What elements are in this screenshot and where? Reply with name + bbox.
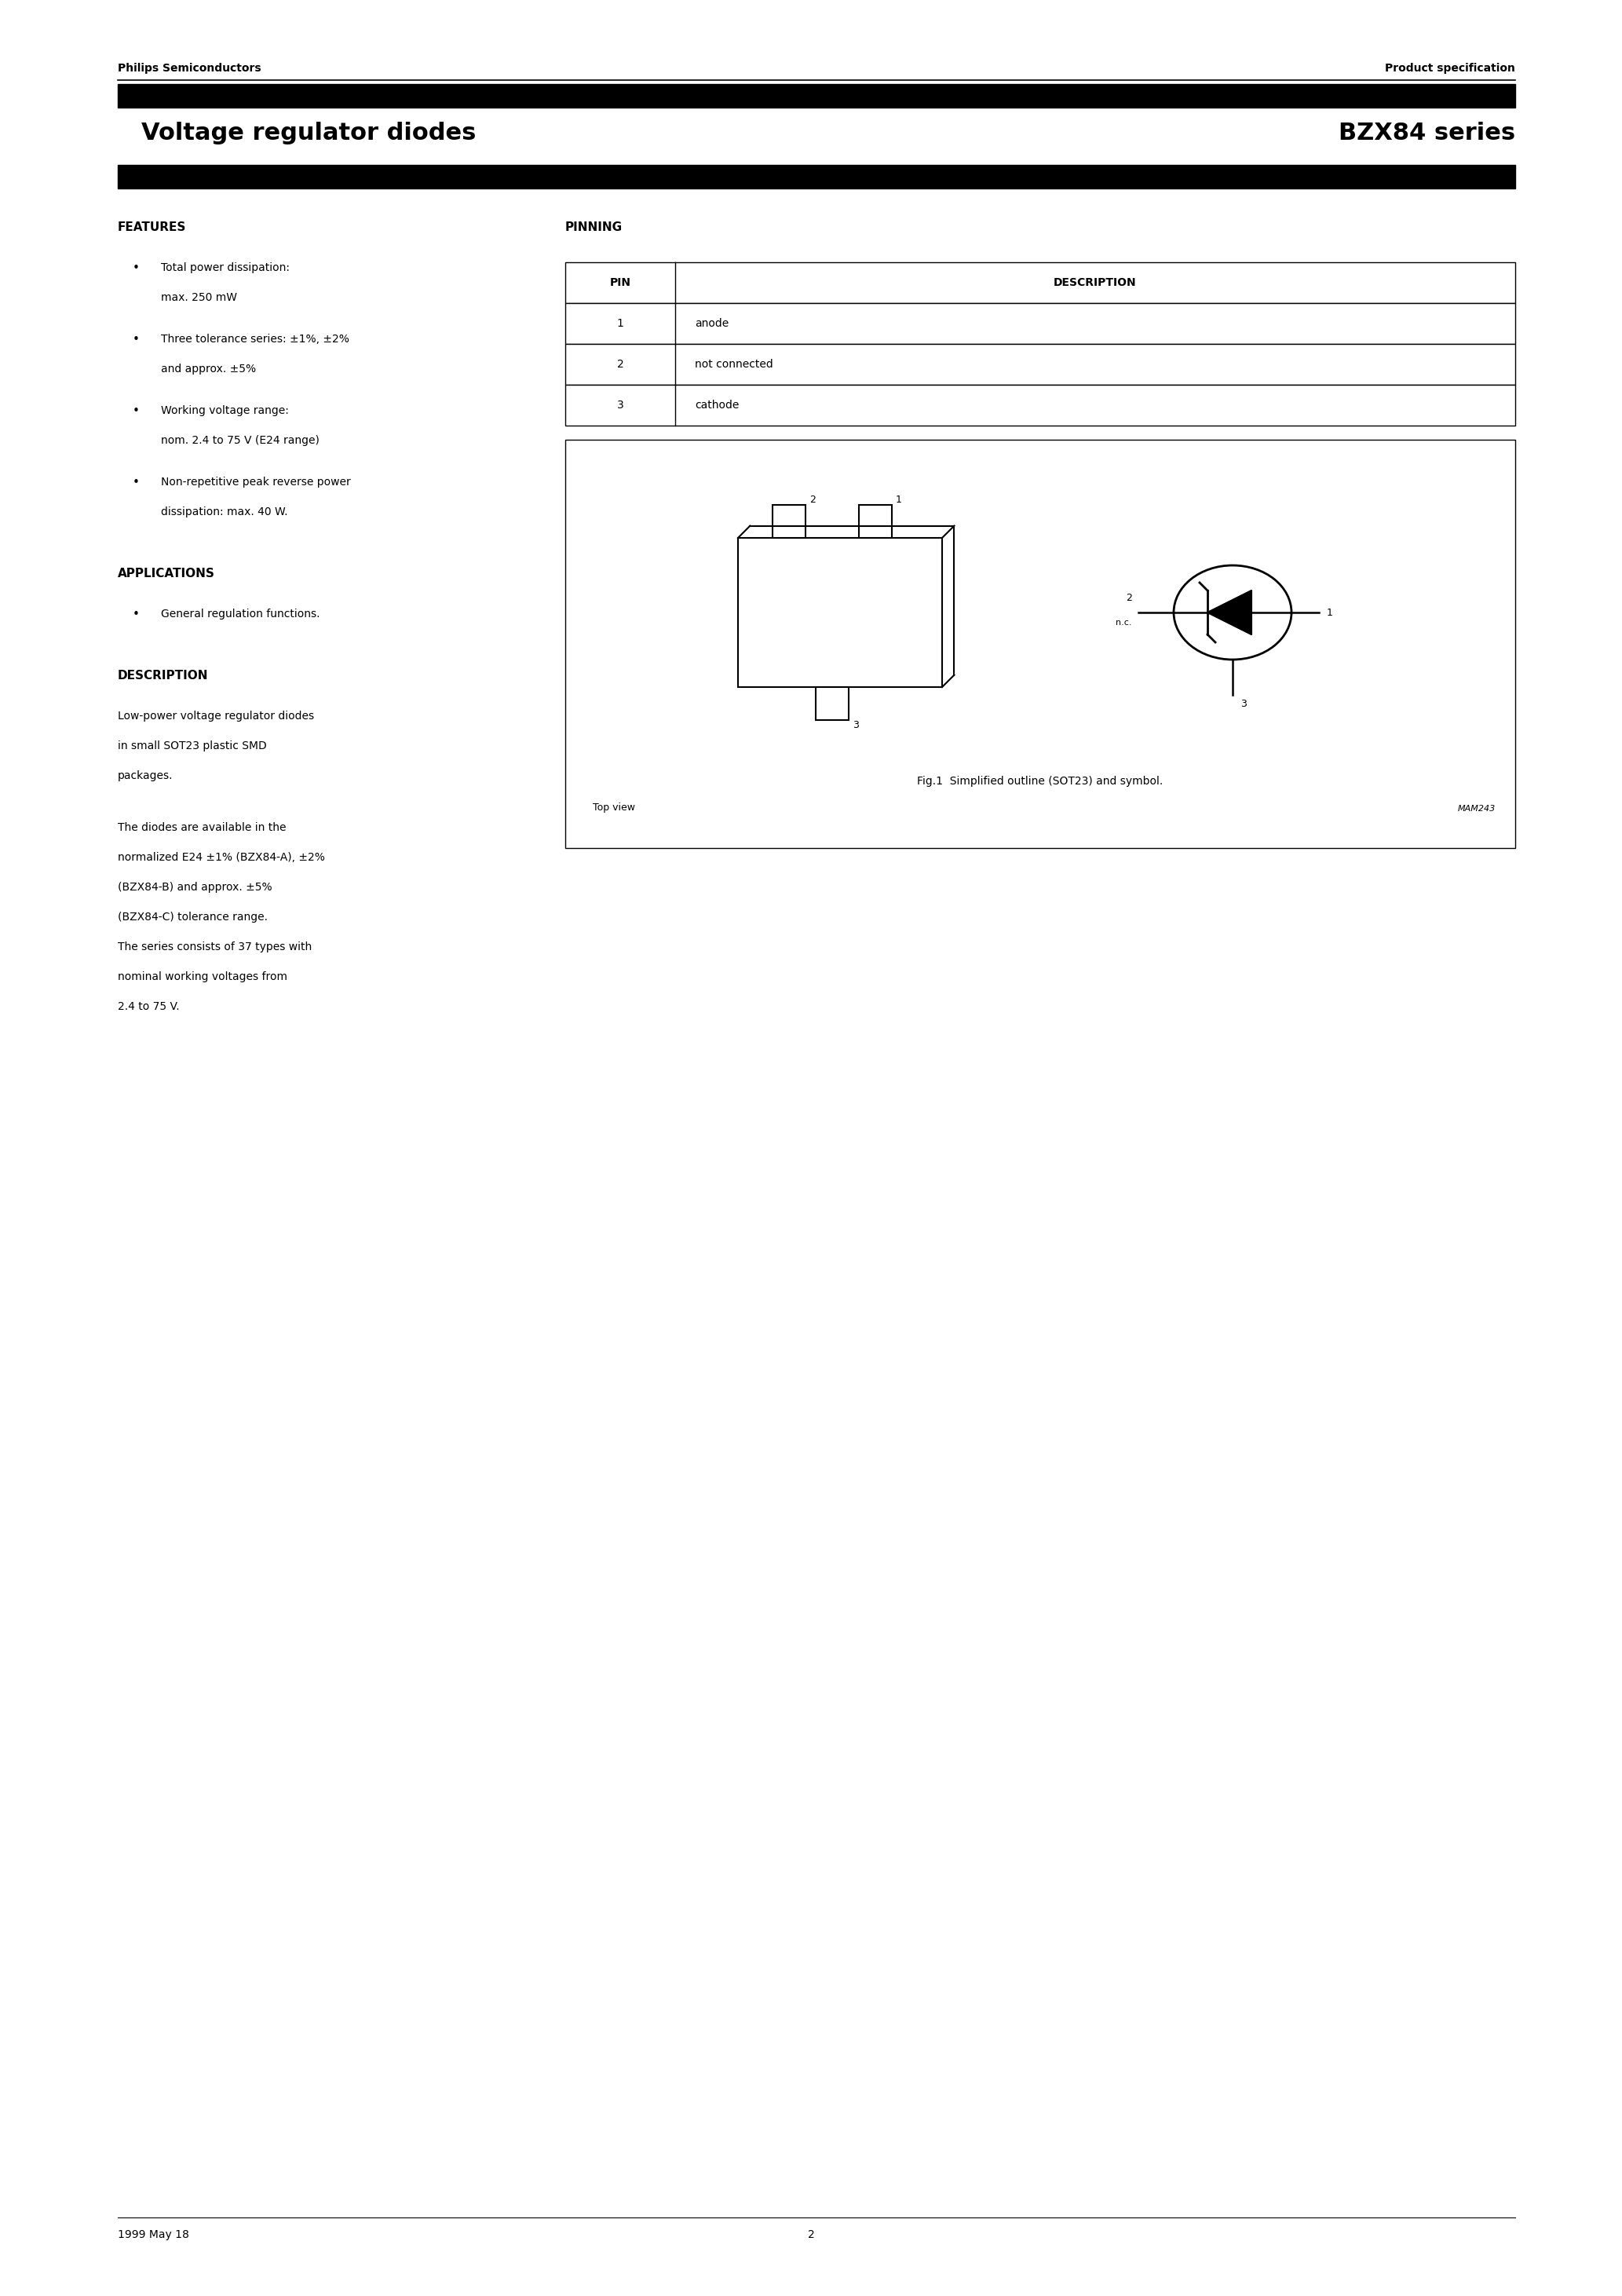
Text: 2: 2 — [1126, 592, 1132, 604]
Text: General regulation functions.: General regulation functions. — [161, 608, 320, 620]
Text: and approx. ±5%: and approx. ±5% — [161, 363, 256, 374]
Text: 3: 3 — [1241, 698, 1247, 709]
Text: dissipation: max. 40 W.: dissipation: max. 40 W. — [161, 507, 287, 517]
Text: max. 250 mW: max. 250 mW — [161, 292, 237, 303]
Text: •: • — [133, 608, 139, 620]
Text: 2: 2 — [808, 2229, 814, 2241]
Text: not connected: not connected — [694, 358, 774, 370]
Text: n.c.: n.c. — [1116, 618, 1132, 627]
Text: Total power dissipation:: Total power dissipation: — [161, 262, 290, 273]
Text: 1: 1 — [895, 494, 902, 505]
Bar — [738, 537, 942, 687]
Text: Top view: Top view — [592, 804, 636, 813]
Text: Three tolerance series: ±1%, ±2%: Three tolerance series: ±1%, ±2% — [161, 333, 349, 344]
Text: in small SOT23 plastic SMD: in small SOT23 plastic SMD — [118, 742, 266, 751]
Text: 1: 1 — [1327, 608, 1333, 618]
Text: •: • — [133, 262, 139, 273]
Text: 2: 2 — [809, 494, 816, 505]
Text: Fig.1  Simplified outline (SOT23) and symbol.: Fig.1 Simplified outline (SOT23) and sym… — [918, 776, 1163, 788]
Text: •: • — [133, 478, 139, 489]
Text: APPLICATIONS: APPLICATIONS — [118, 567, 216, 579]
Text: nominal working voltages from: nominal working voltages from — [118, 971, 287, 983]
Bar — [118, 165, 1515, 188]
Text: 2: 2 — [616, 358, 623, 370]
Text: PIN: PIN — [610, 278, 631, 289]
Text: cathode: cathode — [694, 400, 740, 411]
Text: The diodes are available in the: The diodes are available in the — [118, 822, 285, 833]
Text: BZX84 series: BZX84 series — [1338, 122, 1515, 145]
Text: Product specification: Product specification — [1385, 62, 1515, 73]
Text: FEATURES: FEATURES — [118, 220, 187, 234]
Text: 2.4 to 75 V.: 2.4 to 75 V. — [118, 1001, 180, 1013]
Text: •: • — [133, 333, 139, 344]
Text: (BZX84-B) and approx. ±5%: (BZX84-B) and approx. ±5% — [118, 882, 272, 893]
Polygon shape — [1207, 590, 1252, 634]
Text: DESCRIPTION: DESCRIPTION — [118, 670, 209, 682]
Bar — [118, 85, 1515, 108]
Bar — [564, 344, 1515, 386]
Text: Low-power voltage regulator diodes: Low-power voltage regulator diodes — [118, 712, 315, 721]
Text: nom. 2.4 to 75 V (E24 range): nom. 2.4 to 75 V (E24 range) — [161, 434, 320, 445]
Text: 3: 3 — [853, 721, 858, 730]
Bar — [564, 386, 1515, 425]
Bar — [564, 303, 1515, 344]
Text: (BZX84-C) tolerance range.: (BZX84-C) tolerance range. — [118, 912, 268, 923]
Bar — [564, 441, 1515, 847]
Text: PINNING: PINNING — [564, 220, 623, 234]
Text: packages.: packages. — [118, 769, 174, 781]
Text: 1: 1 — [616, 319, 624, 328]
Text: normalized E24 ±1% (BZX84-A), ±2%: normalized E24 ±1% (BZX84-A), ±2% — [118, 852, 324, 863]
Ellipse shape — [1174, 565, 1291, 659]
Text: Voltage regulator diodes: Voltage regulator diodes — [141, 122, 477, 145]
Text: •: • — [133, 404, 139, 418]
Bar — [860, 505, 892, 537]
Text: MAM243: MAM243 — [1458, 806, 1495, 813]
Text: 1999 May 18: 1999 May 18 — [118, 2229, 190, 2241]
Text: DESCRIPTION: DESCRIPTION — [1054, 278, 1137, 289]
Text: Working voltage range:: Working voltage range: — [161, 404, 289, 416]
Text: Philips Semiconductors: Philips Semiconductors — [118, 62, 261, 73]
Text: Non-repetitive peak reverse power: Non-repetitive peak reverse power — [161, 478, 350, 487]
Bar — [772, 505, 806, 537]
Bar — [816, 687, 848, 721]
Text: 3: 3 — [616, 400, 623, 411]
Bar — [564, 262, 1515, 303]
Text: anode: anode — [694, 319, 728, 328]
Text: The series consists of 37 types with: The series consists of 37 types with — [118, 941, 311, 953]
